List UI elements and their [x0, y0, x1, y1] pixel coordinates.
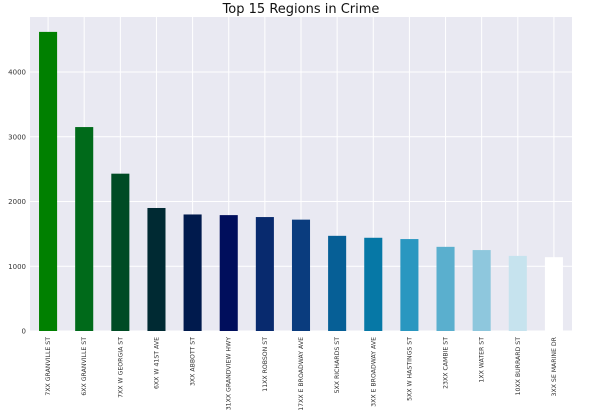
bar — [75, 127, 94, 331]
bar — [472, 250, 491, 331]
y-tick-label: 4000 — [8, 69, 26, 77]
x-tick-label: 6XX GRANVILLE ST — [81, 337, 88, 396]
x-tick-label: 3XX ABBOTT ST — [190, 337, 197, 386]
bar — [183, 214, 202, 331]
x-tick-label: 7XX GRANVILLE ST — [45, 337, 52, 396]
x-tick-label: 1XX WATER ST — [479, 337, 486, 383]
y-tick-label: 1000 — [8, 263, 26, 271]
bar — [291, 219, 311, 331]
y-tick-label: 2000 — [8, 198, 26, 206]
bar — [111, 173, 130, 331]
x-tick-label: 31XX GRANDVIEW HWY — [226, 337, 233, 410]
bar — [400, 239, 419, 331]
chart-title: Top 15 Regions in Crime — [222, 2, 380, 17]
x-tick-label: 6XX W 41ST AVE — [153, 337, 160, 389]
x-axis-ticks: 7XX GRANVILLE ST 6XX GRANVILLE ST 7XX W GE… — [45, 336, 558, 410]
y-tick-label: 0 — [22, 328, 26, 336]
bar — [436, 246, 455, 331]
bar — [508, 255, 527, 331]
x-tick-label: 5XX W HASTINGS ST — [406, 337, 413, 401]
x-tick-label: 3XX E BROADWAY AVE — [370, 337, 377, 407]
x-tick-label: 17XX E BROADWAY AVE — [298, 337, 305, 410]
y-axis-ticks: 0 1000 2000 3000 4000 — [8, 69, 26, 336]
x-tick-label: 7XX W GEORGIA ST — [117, 337, 124, 398]
bar — [328, 235, 347, 331]
x-tick-label: 23XX CAMBIE ST — [443, 337, 450, 389]
x-tick-label: 10XX BURRARD ST — [515, 337, 522, 396]
bar — [147, 207, 166, 331]
x-tick-label: 11XX ROBSON ST — [262, 337, 269, 392]
bars — [39, 31, 563, 332]
y-tick-label: 3000 — [8, 133, 26, 141]
bar — [364, 237, 383, 331]
bar — [39, 31, 58, 332]
bar — [544, 257, 563, 331]
x-tick-label: 5XX RICHARDS ST — [334, 337, 341, 394]
bar — [255, 217, 274, 331]
bar — [219, 215, 238, 331]
x-tick-label: 3XX SE MARINE DR — [551, 336, 558, 396]
